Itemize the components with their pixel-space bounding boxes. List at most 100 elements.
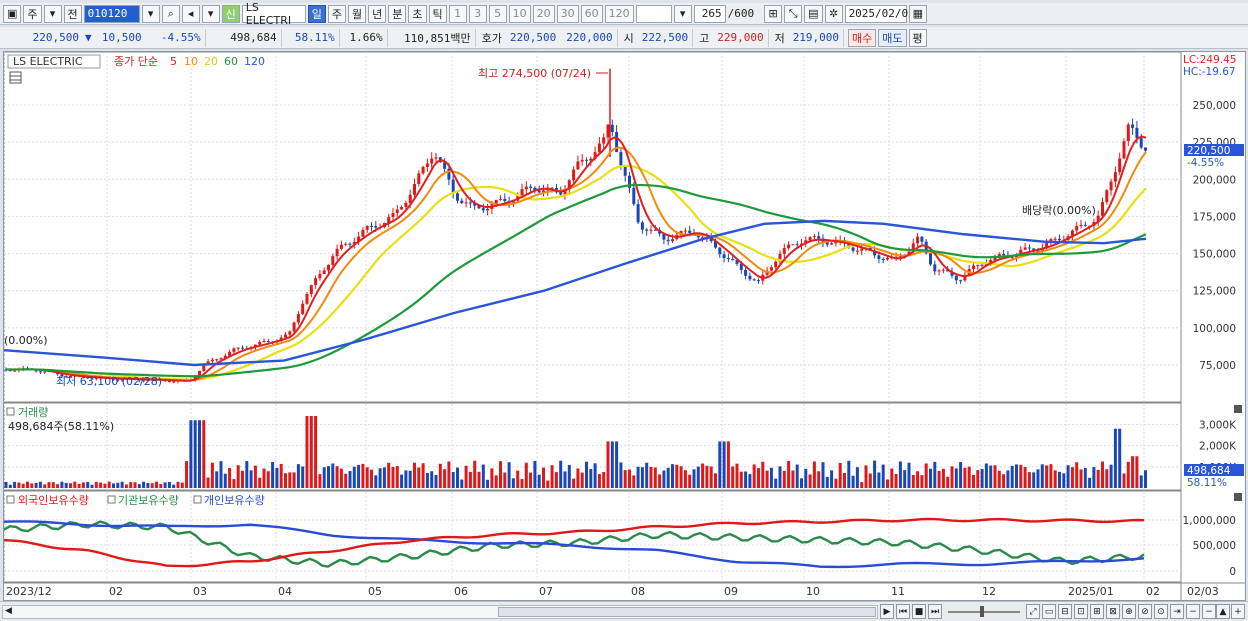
candle-body (210, 359, 214, 362)
stock-chart[interactable]: LS ELECTRIC 종가 단순 5 10 20 60 120 LC:249.… (3, 51, 1246, 601)
volume-bar (167, 481, 171, 488)
tool-icon-5[interactable]: ⊞ (1090, 604, 1104, 619)
crosshair-icon[interactable]: ⤡ (784, 4, 803, 23)
holdings-panel-close-icon[interactable] (1234, 493, 1242, 501)
period-month-tab[interactable]: 월 (348, 4, 367, 23)
interval-60-button[interactable]: 60 (580, 4, 603, 23)
tool-icon-7[interactable]: ⊕ (1122, 604, 1136, 619)
date-input[interactable]: 2025/02/03 (844, 4, 915, 23)
zoom-plus-icon[interactable]: + (1231, 604, 1245, 619)
horizontal-scrollbar[interactable]: ◀ (2, 605, 878, 619)
period-year-tab[interactable]: 년 (368, 4, 387, 23)
holdings-lines (3, 517, 1181, 572)
volume-bar (705, 465, 709, 488)
interval-custom-input[interactable] (635, 4, 672, 23)
buy-button[interactable]: 매수 (848, 28, 877, 47)
tool-icon-2[interactable]: ▭ (1042, 604, 1056, 619)
volume-bar (352, 466, 356, 488)
candle-body (202, 364, 206, 371)
speaker-dropdown-icon[interactable]: ▾ (201, 4, 220, 23)
stock-label: LS ELECTRIC (13, 55, 83, 68)
candle-body (632, 187, 636, 205)
volume-bar (56, 484, 60, 488)
zoom-in-icon[interactable]: ⇥ (1170, 604, 1184, 619)
zoom-reset-icon[interactable]: − (1202, 604, 1216, 619)
volume-bar (17, 482, 21, 488)
price-tick-label: 250,000 (1193, 100, 1236, 112)
volume-bar (468, 471, 472, 488)
zoom-minus-icon[interactable]: − (1186, 604, 1200, 619)
zoom-slider-track[interactable] (948, 611, 1020, 613)
period-day-tab[interactable]: 일 (307, 4, 326, 23)
calendar-icon[interactable]: ▦ (908, 4, 927, 23)
candle-body (481, 208, 485, 211)
eval-button[interactable]: 평 (908, 28, 927, 47)
volume-bar (288, 472, 292, 488)
stop-icon[interactable]: ■ (912, 604, 926, 619)
tool-icon-6[interactable]: ⊠ (1106, 604, 1120, 619)
candle-body (1101, 202, 1104, 216)
period-week-tab[interactable]: 주 (327, 4, 347, 23)
volume-bar (159, 483, 163, 488)
candle-body (817, 236, 821, 239)
candle-body (494, 199, 498, 205)
volume-bar (322, 467, 326, 488)
scroll-right-icon[interactable]: ▶ (880, 604, 894, 619)
time-tick-label: 12 (982, 585, 996, 598)
forward-icon[interactable]: ⏭ (928, 604, 942, 619)
tool-icon-9[interactable]: ⊙ (1154, 604, 1168, 619)
save-icon[interactable]: ▤ (804, 4, 823, 23)
table-icon[interactable] (9, 71, 22, 84)
interval-1-button[interactable]: 1 (448, 4, 467, 23)
candle-body (791, 244, 795, 246)
time-tick-label: 11 (891, 585, 905, 598)
mode-select[interactable]: 주 (23, 4, 42, 23)
interval-10-button[interactable]: 10 (508, 4, 531, 23)
scroll-up-icon[interactable]: ▲ (1216, 604, 1230, 619)
interval-30-button[interactable]: 30 (556, 4, 579, 23)
candle-body (976, 264, 980, 266)
time-tick-label: 05 (368, 585, 382, 598)
interval-20-button[interactable]: 20 (532, 4, 555, 23)
period-tick-tab[interactable]: 틱 (428, 4, 447, 23)
volume-bar (791, 470, 795, 488)
scroll-thumb[interactable] (498, 607, 876, 617)
sell-button[interactable]: 매도 (878, 28, 907, 47)
volume-bar (993, 465, 997, 488)
code-dropdown-icon[interactable]: ▾ (141, 4, 160, 23)
interval-5-button[interactable]: 5 (488, 4, 507, 23)
gear-icon[interactable]: ✲ (824, 4, 843, 23)
volume-bar (43, 484, 47, 488)
mode-dropdown-icon[interactable]: ▾ (43, 4, 62, 23)
rewind-icon[interactable]: ⏮ (896, 604, 910, 619)
tool-icon-8[interactable]: ⊘ (1138, 604, 1152, 619)
volume-panel-close-icon[interactable] (1234, 405, 1242, 413)
speaker-icon[interactable]: ◂ (181, 4, 200, 23)
volume-bar (580, 472, 584, 488)
interval-3-button[interactable]: 3 (468, 4, 487, 23)
prev-mode-button[interactable]: 전 (63, 4, 82, 23)
interval-120-button[interactable]: 120 (604, 4, 634, 23)
layout-icon[interactable]: ▣ (3, 4, 22, 23)
tool-icon-1[interactable]: ⤢ (1026, 604, 1040, 619)
scroll-left-icon[interactable]: ◀ (5, 606, 12, 616)
tool-icon-4[interactable]: ⊡ (1074, 604, 1088, 619)
volume-bar (1109, 464, 1113, 488)
chart-canvas[interactable]: LS ELECTRIC 종가 단순 5 10 20 60 120 LC:249.… (3, 51, 1245, 600)
bar-count-input[interactable]: 265 (693, 4, 726, 23)
candle-body (847, 242, 851, 248)
volume-bar (546, 480, 550, 488)
period-second-tab[interactable]: 초 (408, 4, 427, 23)
time-axis: 2023/12 02 03 04 05 06 07 08 09 10 11 12 2025/01 02 02… (6, 585, 1219, 598)
volume-bar (1131, 456, 1135, 488)
period-minute-tab[interactable]: 분 (388, 4, 407, 23)
interval-dropdown-icon[interactable]: ▾ (673, 4, 692, 23)
candle-body (447, 168, 451, 180)
volume-bar (146, 482, 150, 488)
split-view-icon[interactable]: ⊞ (764, 4, 783, 23)
zoom-slider-handle[interactable] (980, 606, 984, 617)
tool-icon-3[interactable]: ⊟ (1058, 604, 1072, 619)
volume-bar (778, 466, 782, 488)
stock-code-input[interactable]: 010120 (83, 4, 140, 23)
search-icon[interactable]: ⌕ (161, 4, 180, 23)
